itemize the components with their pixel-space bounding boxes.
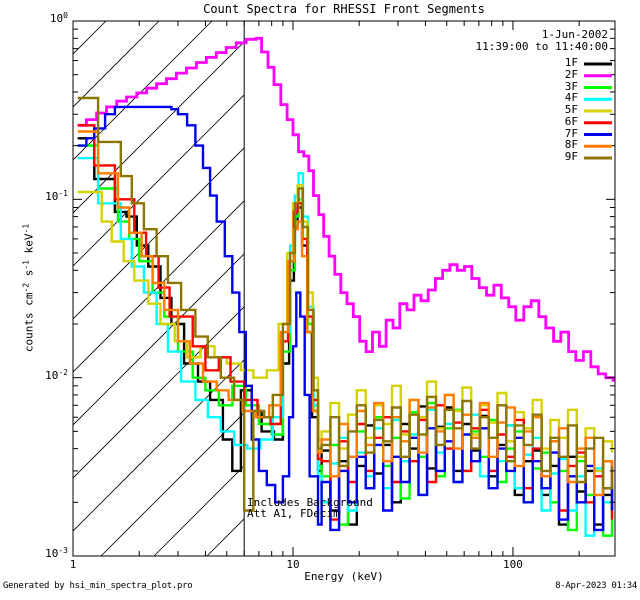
hatch-line [100,412,245,556]
x-tick-label-10: 10 [286,558,300,571]
x-tick-label-100: 100 [503,558,523,571]
y-tick-label-10e-1: 10-1 [45,189,68,204]
hatch-line [73,21,213,161]
footer-timestamp: 8-Apr-2023 01:34 [555,581,637,591]
hatch-line [73,253,245,426]
hatch-line [73,41,245,214]
legend-label-1F: 1F [564,56,578,69]
observation-time-range: 11:39:00 to 11:40:00 [475,40,608,53]
y-tick-label-10e-3: 10-3 [45,546,68,560]
y-tick-label-10e0: 100 [49,11,68,25]
y-axis-label-exponent: -2 [21,282,31,293]
y-axis-label: counts cm-2 s-1 keV-1 [21,223,37,353]
observation-date: 1-Jun-2002 [541,28,608,41]
series-2F-curve [77,36,615,382]
legend-label-9F: 9F [564,150,578,163]
hatch-line [73,21,107,55]
plot-frame [72,20,616,557]
series-1F-curve [77,137,614,526]
hatch-line [73,147,245,320]
legend-label-7F: 7F [564,126,578,140]
y-axis-label-text: s [22,269,36,283]
legend-label-8F: 8F [564,138,578,152]
annotation-attenuator: Att A1, FDecim [247,507,340,520]
legend-label-5F: 5F [564,103,578,116]
annotation-background: Includes Background [247,496,373,509]
legend-label-6F: 6F [564,114,578,128]
x-axis-label: Energy (keV) [304,570,384,583]
y-axis-label-text: keV [22,233,36,260]
legend-label-3F: 3F [564,79,578,93]
legend-label-4F: 4F [564,91,578,105]
legend-label-2F: 2F [564,67,578,81]
y-axis-label-exponent: -1 [21,223,31,234]
x-tick-label-1: 1 [69,558,77,571]
plot-title: Count Spectra for RHESSI Front Segments [203,2,485,16]
series-9F-curve [77,96,614,512]
footer-generator: Generated by hsi_min_spectra_plot.pro [3,581,193,591]
hatch-line [73,359,245,532]
y-axis-label-text: counts cm [22,292,36,353]
hatch-line [73,200,245,373]
y-axis-label-exponent: -1 [21,260,31,270]
hatch-line [73,94,245,267]
hatch-line [73,306,245,479]
y-tick-label-10e-2: 10-2 [45,367,68,382]
